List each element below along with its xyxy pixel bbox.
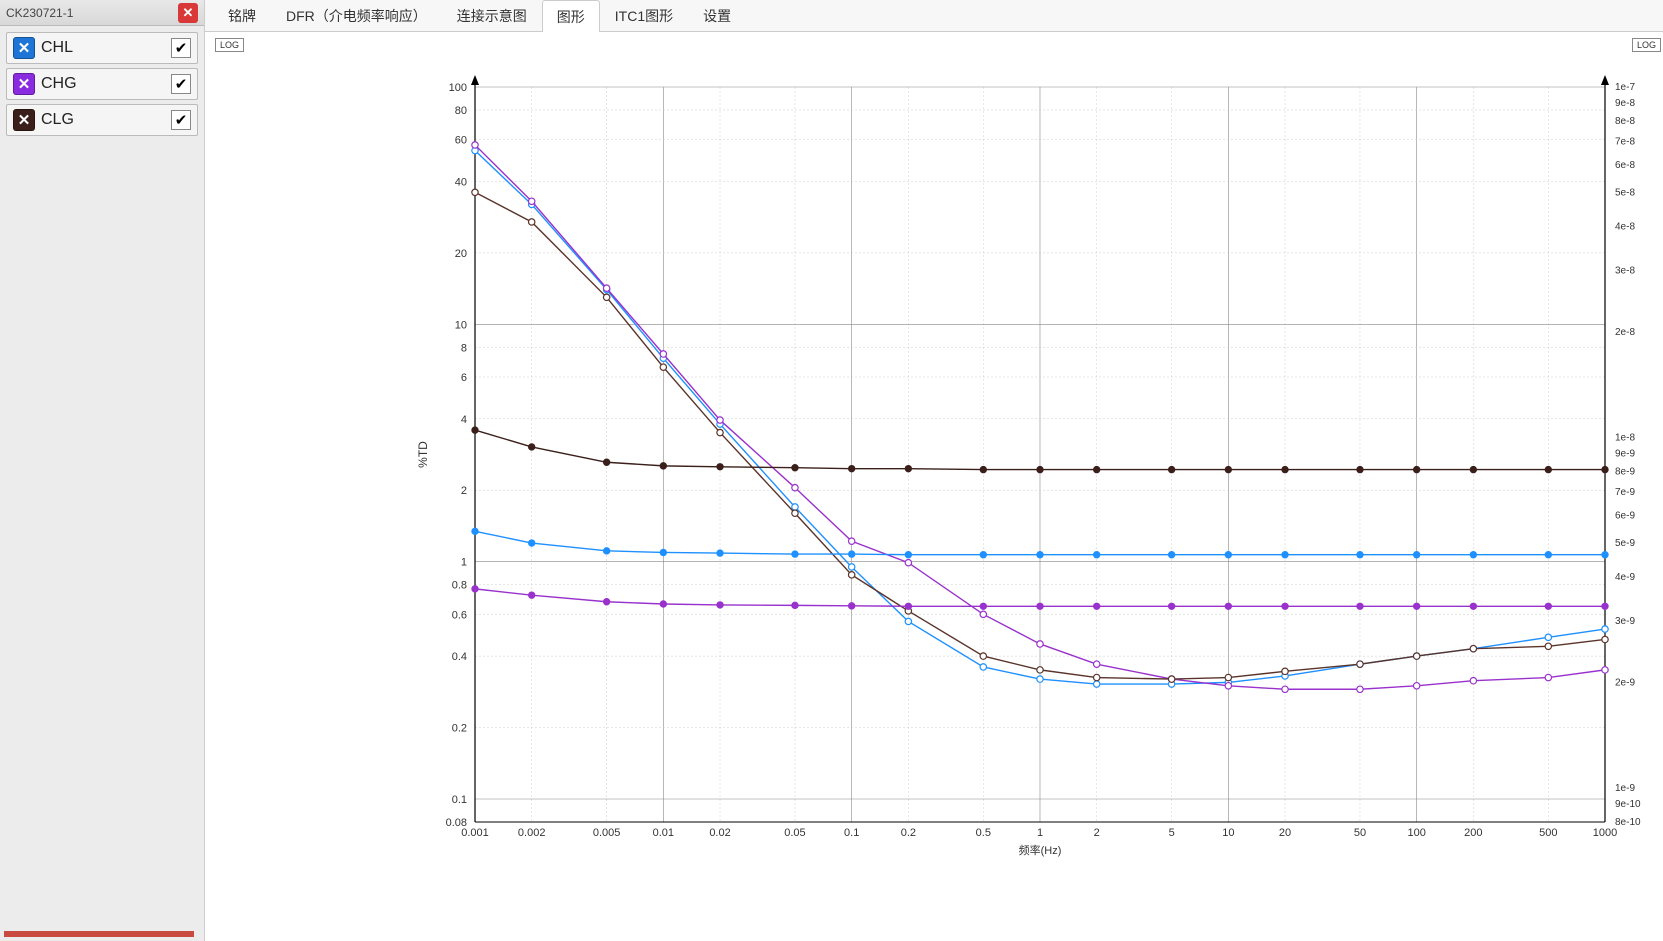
svg-text:0.1: 0.1 — [844, 827, 859, 839]
series-item[interactable]: ✕ CLG ✔ — [6, 104, 198, 136]
tab[interactable]: 图形 — [542, 0, 600, 33]
sidebar-title: CK230721-1 — [6, 6, 73, 20]
series-swatch[interactable]: ✕ — [13, 73, 35, 95]
sidebar: CK230721-1 ✕ ✕ CHL ✔ ✕ CHG ✔ ✕ CLG ✔ — [0, 0, 205, 941]
close-icon: ✕ — [183, 5, 194, 21]
svg-text:0.6: 0.6 — [452, 609, 467, 621]
tab[interactable]: 连接示意图 — [442, 0, 542, 32]
svg-text:60: 60 — [455, 135, 467, 147]
svg-text:20: 20 — [455, 248, 467, 260]
log-badge-left[interactable]: LOG — [215, 38, 244, 52]
svg-text:0.1: 0.1 — [452, 794, 467, 806]
svg-text:1e-8: 1e-8 — [1615, 433, 1635, 444]
series-checkbox[interactable]: ✔ — [171, 110, 191, 130]
log-badge-right[interactable]: LOG — [1632, 38, 1661, 52]
svg-text:3e-9: 3e-9 — [1615, 616, 1635, 627]
svg-text:0.4: 0.4 — [452, 651, 467, 663]
svg-text:2e-9: 2e-9 — [1615, 678, 1635, 689]
svg-text:3e-8: 3e-8 — [1615, 265, 1635, 276]
series-item[interactable]: ✕ CHL ✔ — [6, 32, 198, 64]
svg-text:8: 8 — [461, 342, 467, 354]
svg-text:5e-8: 5e-8 — [1615, 188, 1635, 199]
svg-text:9e-10: 9e-10 — [1615, 799, 1641, 810]
svg-text:50: 50 — [1354, 827, 1366, 839]
svg-text:5e-9: 5e-9 — [1615, 538, 1635, 549]
svg-text:2: 2 — [1094, 827, 1100, 839]
series-swatch[interactable]: ✕ — [13, 37, 35, 59]
svg-text:40: 40 — [455, 176, 467, 188]
svg-text:200: 200 — [1464, 827, 1482, 839]
svg-text:0.8: 0.8 — [452, 580, 467, 592]
series-list: ✕ CHL ✔ ✕ CHG ✔ ✕ CLG ✔ — [0, 26, 204, 142]
close-button[interactable]: ✕ — [178, 3, 198, 23]
svg-text:8e-9: 8e-9 — [1615, 466, 1635, 477]
sidebar-header: CK230721-1 ✕ — [0, 0, 204, 26]
svg-text:0.02: 0.02 — [709, 827, 730, 839]
series-swatch[interactable]: ✕ — [13, 109, 35, 131]
series-item[interactable]: ✕ CHG ✔ — [6, 68, 198, 100]
svg-text:8e-10: 8e-10 — [1615, 817, 1641, 828]
svg-text:10: 10 — [455, 319, 467, 331]
tab[interactable]: DFR（介电频率响应） — [271, 0, 442, 32]
svg-text:4e-8: 4e-8 — [1615, 221, 1635, 232]
svg-text:1: 1 — [1037, 827, 1043, 839]
main: 铭牌DFR（介电频率响应）连接示意图图形ITC1图形设置 LOG LOG 0.0… — [205, 0, 1663, 941]
svg-text:7e-9: 7e-9 — [1615, 487, 1635, 498]
svg-text:1000: 1000 — [1593, 827, 1617, 839]
svg-text:0.08: 0.08 — [446, 817, 467, 829]
svg-text:9e-9: 9e-9 — [1615, 449, 1635, 460]
svg-text:1e-7: 1e-7 — [1615, 82, 1635, 93]
svg-text:7e-8: 7e-8 — [1615, 136, 1635, 147]
app-root: CK230721-1 ✕ ✕ CHL ✔ ✕ CHG ✔ ✕ CLG ✔ 铭牌DFR（介电频率响… — [0, 0, 1663, 941]
svg-text:6e-8: 6e-8 — [1615, 160, 1635, 171]
svg-text:0.002: 0.002 — [518, 827, 546, 839]
svg-text:100: 100 — [449, 82, 467, 94]
svg-text:2e-8: 2e-8 — [1615, 327, 1635, 338]
tab[interactable]: ITC1图形 — [600, 0, 688, 32]
series-checkbox[interactable]: ✔ — [171, 74, 191, 94]
tab-bar: 铭牌DFR（介电频率响应）连接示意图图形ITC1图形设置 — [205, 0, 1663, 32]
svg-text:频率(Hz): 频率(Hz) — [1019, 843, 1062, 857]
svg-text:4e-9: 4e-9 — [1615, 572, 1635, 583]
svg-text:20: 20 — [1279, 827, 1291, 839]
chart-area: LOG LOG 0.0010.0020.0050.010.020.050.10.… — [205, 32, 1663, 941]
svg-text:8e-8: 8e-8 — [1615, 116, 1635, 127]
svg-text:80: 80 — [455, 105, 467, 117]
svg-text:0.01: 0.01 — [653, 827, 674, 839]
svg-text:2: 2 — [461, 485, 467, 497]
svg-text:1: 1 — [461, 557, 467, 569]
svg-text:6: 6 — [461, 372, 467, 384]
svg-text:0.2: 0.2 — [452, 723, 467, 735]
sidebar-footer — [0, 927, 204, 941]
svg-text:%TD: %TD — [416, 441, 430, 468]
tab[interactable]: 设置 — [688, 0, 746, 32]
svg-text:0.2: 0.2 — [901, 827, 916, 839]
svg-text:5: 5 — [1169, 827, 1175, 839]
svg-text:6e-9: 6e-9 — [1615, 510, 1635, 521]
footer-red-bar — [4, 931, 194, 937]
svg-text:9e-8: 9e-8 — [1615, 98, 1635, 109]
svg-text:10: 10 — [1222, 827, 1234, 839]
svg-text:0.05: 0.05 — [784, 827, 805, 839]
series-checkbox[interactable]: ✔ — [171, 38, 191, 58]
svg-text:0.005: 0.005 — [593, 827, 621, 839]
svg-text:1e-9: 1e-9 — [1615, 783, 1635, 794]
tab[interactable]: 铭牌 — [213, 0, 271, 32]
svg-text:4: 4 — [461, 414, 467, 426]
svg-text:0.5: 0.5 — [976, 827, 991, 839]
chart-svg: 0.0010.0020.0050.010.020.050.10.20.51251… — [205, 32, 1663, 941]
series-label: CLG — [41, 111, 165, 129]
series-label: CHG — [41, 75, 165, 93]
svg-text:500: 500 — [1539, 827, 1557, 839]
svg-text:100: 100 — [1407, 827, 1425, 839]
series-label: CHL — [41, 39, 165, 57]
